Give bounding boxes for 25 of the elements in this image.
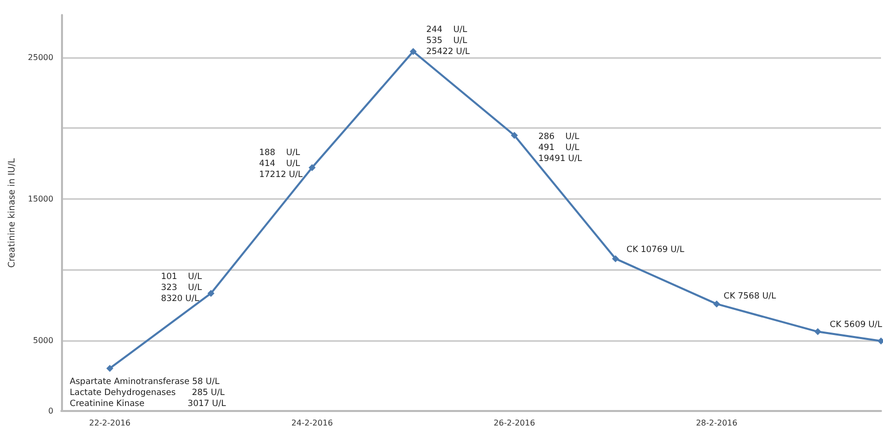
annotation: Aspartate Aminotransferase 58 U/L Lactate Dehydrogenases 285 U/L Creatinine Kinase 3017 U/L: [70, 376, 226, 409]
y-tick-label: 0: [48, 406, 54, 416]
annotation: CK 7568 U/L: [724, 291, 776, 302]
annotation: 101 U/L 323 U/L 8320 U/L: [160, 272, 202, 304]
x-tick-label: 22-2-2016: [89, 418, 131, 428]
annotation: CK 5609 U/L: [830, 320, 882, 330]
x-tick-label: 28-2-2016: [696, 418, 738, 428]
point: [410, 48, 417, 55]
point: [106, 364, 114, 372]
annotation: CK 10769 U/L: [626, 245, 685, 256]
y-tick-label: 25000: [28, 52, 54, 62]
y-axis-title: Creatinine kinase in IU/L: [8, 158, 18, 268]
annotation: 286 U/L 491 U/L 19491 U/L: [538, 132, 582, 164]
x-tick-label: 26-2-2016: [494, 418, 536, 428]
annotation: 244 U/L 535 U/L 25422 U/L: [426, 24, 470, 57]
point: [713, 300, 720, 308]
annotation: 188 U/L 414 U/L 17212 U/L: [259, 148, 303, 180]
point: [814, 328, 822, 336]
point: [612, 255, 620, 262]
point: [207, 290, 214, 297]
y-tick-label: 15000: [28, 194, 54, 204]
point: [510, 132, 518, 139]
point: [308, 164, 316, 172]
x-tick-label: 24-2-2016: [291, 418, 333, 428]
y-tick-label: 5000: [32, 336, 54, 345]
